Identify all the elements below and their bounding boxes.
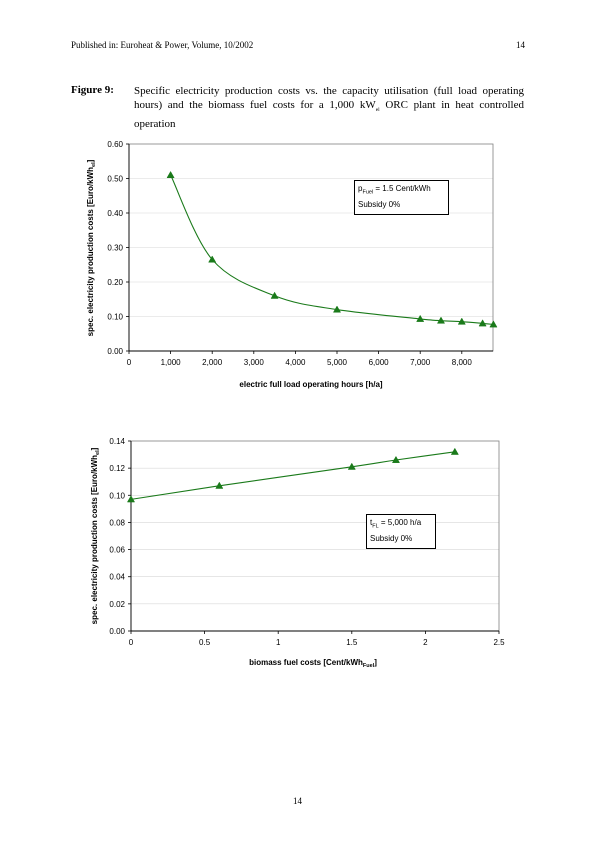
- chart1-x-tick-label: 3,000: [244, 358, 265, 367]
- chart1-y-tick-label: 0.30: [107, 244, 123, 253]
- chart2-x-tick-label: 1.5: [346, 638, 358, 647]
- caption-text-2: ORC plant in heat controlled operation: [134, 99, 524, 131]
- chart2-plot-frame: [130, 440, 500, 632]
- chart1-data-point: [416, 314, 425, 322]
- caption-text-1: Specific electricity production costs vs…: [134, 85, 524, 111]
- chart1-y-tick-label: 0.20: [107, 278, 123, 287]
- chart1-series-line: [170, 174, 494, 325]
- chart1-data-point: [457, 317, 466, 325]
- chart2-y-tick-label: 0.06: [109, 546, 125, 555]
- chart2-x-tick-label: 0: [129, 638, 134, 647]
- chart1-annotation: pFuel = 1.5 Cent/kWh Subsidy 0%: [354, 180, 449, 215]
- chart1-y-tick-label: 0.50: [107, 175, 123, 184]
- footer-page-number: 14: [293, 796, 302, 806]
- chart2-y-tick-label: 0.04: [109, 573, 125, 582]
- running-header: Published in: Euroheat & Power, Volume, …: [71, 40, 254, 50]
- chart2-y-tick-label: 0.02: [109, 600, 125, 609]
- chart2-data-point: [126, 495, 136, 503]
- chart1-x-tick-label: 8,000: [452, 358, 473, 367]
- chart2-data-point: [347, 462, 356, 470]
- chart2-y-tick-label: 0.00: [109, 627, 125, 636]
- chart2-data-point: [391, 455, 400, 463]
- chart1-xlabel: electric full load operating hours [h/a]: [239, 380, 382, 389]
- chart2-y-tick-label: 0.14: [109, 437, 125, 446]
- chart1-y-tick-label: 0.40: [107, 209, 123, 218]
- chart2-y-tick-label: 0.10: [109, 491, 125, 500]
- chart1-data-point: [478, 319, 487, 327]
- chart2-annotation-line1: tFL = 5,000 h/a: [370, 518, 422, 530]
- chart1-annotation-line2: Subsidy 0%: [358, 199, 401, 209]
- chart2-data-point: [215, 481, 224, 489]
- chart1-y-tick-label: 0.00: [107, 347, 123, 356]
- chart2-xlabel: biomass fuel costs [Cent/kWhFuel]: [249, 658, 377, 669]
- chart1-x-tick-label: 4,000: [285, 358, 306, 367]
- chart1-data-point: [489, 320, 498, 328]
- chart2-y-tick-label: 0.08: [109, 518, 125, 527]
- chart2-x-tick-label: 2: [423, 638, 428, 647]
- caption-subscript: el: [375, 107, 380, 114]
- chart2-ylabel: spec. electricity production costs [Euro…: [90, 447, 101, 624]
- chart1-ylabel: spec. electricity production costs [Euro…: [86, 159, 97, 336]
- chart2-x-tick-label: 0.5: [199, 638, 211, 647]
- chart1-y-tick-label: 0.60: [107, 140, 123, 149]
- chart1-x-tick-label: 7,000: [410, 358, 431, 367]
- chart1-data-point: [436, 316, 446, 324]
- chart2-series-line: [130, 451, 455, 500]
- figure-label: Figure 9:: [71, 84, 114, 96]
- figure-caption: Specific electricity production costs vs…: [134, 84, 524, 131]
- header-page-number: 14: [516, 40, 525, 50]
- chart1-data-point: [166, 170, 175, 178]
- chart1-x-tick-label: 1,000: [161, 358, 182, 367]
- chart2-y-tick-label: 0.12: [109, 464, 125, 473]
- chart1-data-point: [208, 255, 217, 263]
- chart1-x-tick-label: 6,000: [369, 358, 390, 367]
- chart1-data-point: [270, 291, 279, 299]
- chart1-x-tick-label: 0: [127, 358, 132, 367]
- chart1-y-tick-label: 0.10: [107, 313, 123, 322]
- chart2-data-point: [450, 447, 459, 455]
- chart2-x-tick-label: 1: [276, 638, 281, 647]
- chart1-data-point: [332, 305, 342, 313]
- chart2-x-tick-label: 2.5: [493, 638, 505, 647]
- chart1-annotation-line1: pFuel = 1.5 Cent/kWh: [358, 184, 431, 196]
- chart2-annotation-line2: Subsidy 0%: [370, 533, 413, 543]
- chart2-annotation: tFL = 5,000 h/a Subsidy 0%: [366, 514, 436, 549]
- chart1-x-tick-label: 5,000: [327, 358, 348, 367]
- chart1-x-tick-label: 2,000: [202, 358, 223, 367]
